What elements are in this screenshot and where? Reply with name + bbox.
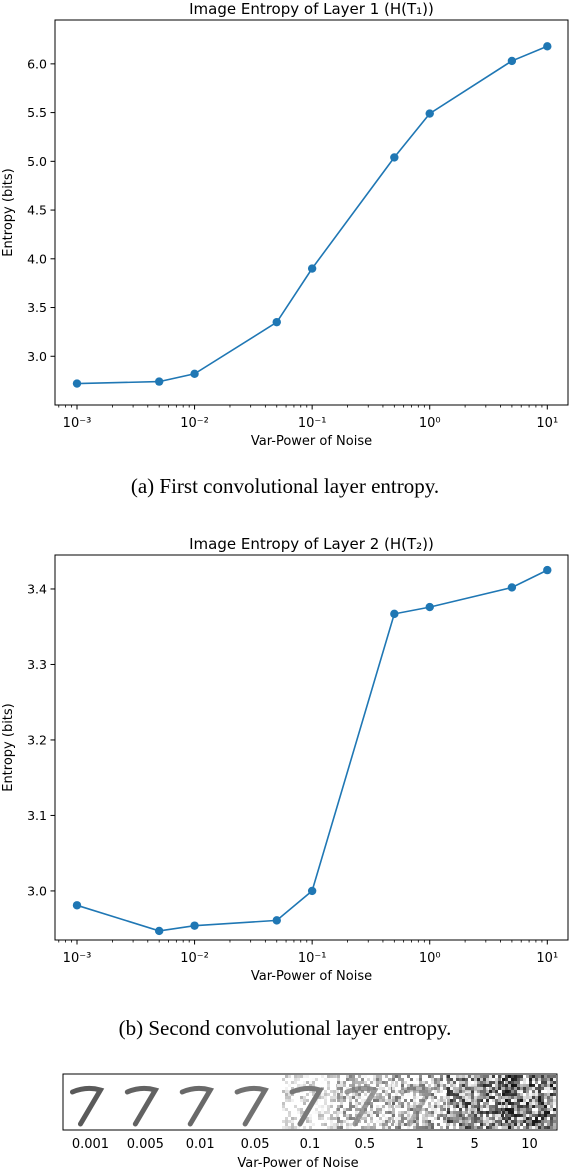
x-tick-label: 10⁰	[419, 416, 441, 431]
noise-sample	[337, 1075, 394, 1129]
chart-layer-1-entropy: Image Entropy of Layer 1 (H(T₁)) 10⁻³ 10⁻²…	[1, 0, 569, 449]
y-tick-label: 4.5	[27, 203, 47, 218]
x-tick-label: 10⁻²	[180, 416, 209, 431]
y-axis-label: Entropy (bits)	[1, 168, 16, 257]
data-point	[154, 377, 164, 386]
x-tick-label: 10¹	[536, 416, 558, 431]
data-point	[272, 916, 281, 925]
y-tick-label: 5.5	[27, 105, 47, 120]
caption-b: (b) Second convolutional layer entropy.	[118, 1016, 452, 1040]
data-point	[190, 369, 199, 379]
digit-seven-glyph	[124, 1085, 160, 1127]
data-point	[72, 379, 82, 388]
y-axis-label: Entropy (bits)	[1, 703, 16, 792]
strip-tick-label: 0.05	[241, 1137, 270, 1152]
chart-layer-2-entropy: Image Entropy of Layer 2 (H(T₂)) 10⁻³ 10⁻²…	[1, 535, 569, 984]
strip-tick-label: 0.01	[186, 1137, 215, 1152]
strip-tick-label: 0.5	[355, 1137, 376, 1152]
digit-seven-glyph	[289, 1085, 324, 1127]
x-tick-label: 10⁻³	[63, 416, 92, 431]
strip-tick-label: 0.1	[300, 1137, 321, 1152]
x-axis-label: Var-Power of Noise	[251, 969, 372, 984]
noise-sample	[447, 1075, 504, 1129]
x-axis-label: Var-Power of Noise	[251, 434, 372, 449]
y-tick-label: 3.0	[27, 883, 47, 898]
digit-seven-glyph	[179, 1085, 215, 1127]
digit-seven-glyph	[234, 1085, 269, 1127]
data-point	[425, 602, 434, 612]
data-point	[390, 153, 399, 162]
data-point	[72, 901, 82, 910]
strip-axis-label: Var-Power of Noise	[237, 1156, 358, 1168]
data-point	[543, 565, 552, 575]
data-point	[543, 42, 552, 51]
y-tick-label: 4.0	[27, 251, 47, 266]
strip-tick-label: 0.005	[127, 1137, 164, 1152]
x-tick-label: 10⁰	[419, 951, 441, 966]
chart-title: Image Entropy of Layer 2 (H(T₂))	[189, 535, 434, 553]
series-line	[76, 569, 548, 932]
y-tick-label: 3.3	[27, 657, 47, 672]
x-tick-label: 10⁻³	[63, 951, 92, 966]
strip-tick-label: 1	[416, 1137, 424, 1152]
data-point	[154, 926, 164, 936]
x-tick-label: 10¹	[536, 951, 558, 966]
noise-sample	[502, 1075, 556, 1129]
data-point	[507, 56, 517, 66]
data-point	[272, 317, 281, 327]
strip-tick-label: 0.001	[72, 1137, 109, 1152]
y-tick-label: 3.2	[27, 732, 47, 747]
data-point	[307, 886, 317, 896]
data-point	[307, 264, 317, 273]
y-tick-label: 6.0	[27, 56, 47, 71]
y-tick-label: 3.4	[27, 581, 47, 596]
noise-sample-strip: 0.001 0.005 0.01 0.05 0.1 0.5 1 5 10 Var-Power of…	[62, 1073, 558, 1168]
plot-frame	[54, 554, 569, 941]
digit-seven-glyph	[69, 1085, 105, 1127]
plot-frame	[54, 19, 569, 406]
x-tick-label: 10⁻¹	[298, 416, 327, 431]
digit-seven-glyph	[509, 1085, 544, 1127]
data-point	[190, 921, 199, 930]
strip-tick-label: 10	[521, 1137, 538, 1152]
series-line	[76, 45, 548, 385]
digit-seven-glyph	[399, 1085, 434, 1127]
y-tick-label: 3.0	[27, 349, 47, 364]
caption-a: (a) First convolutional layer entropy.	[130, 474, 440, 498]
x-tick-label: 10⁻¹	[298, 951, 327, 966]
chart-title: Image Entropy of Layer 1 (H(T₁))	[189, 0, 434, 18]
y-tick-label: 5.0	[27, 154, 47, 169]
digit-seven-glyph	[344, 1085, 379, 1127]
y-tick-label: 3.5	[27, 300, 47, 315]
data-point	[390, 609, 399, 619]
digit-seven-glyph	[454, 1085, 489, 1127]
strip-tick-label: 5	[471, 1137, 479, 1152]
y-tick-label: 3.1	[27, 808, 47, 823]
data-point	[507, 583, 517, 592]
x-tick-label: 10⁻²	[180, 951, 209, 966]
data-point	[425, 109, 434, 118]
